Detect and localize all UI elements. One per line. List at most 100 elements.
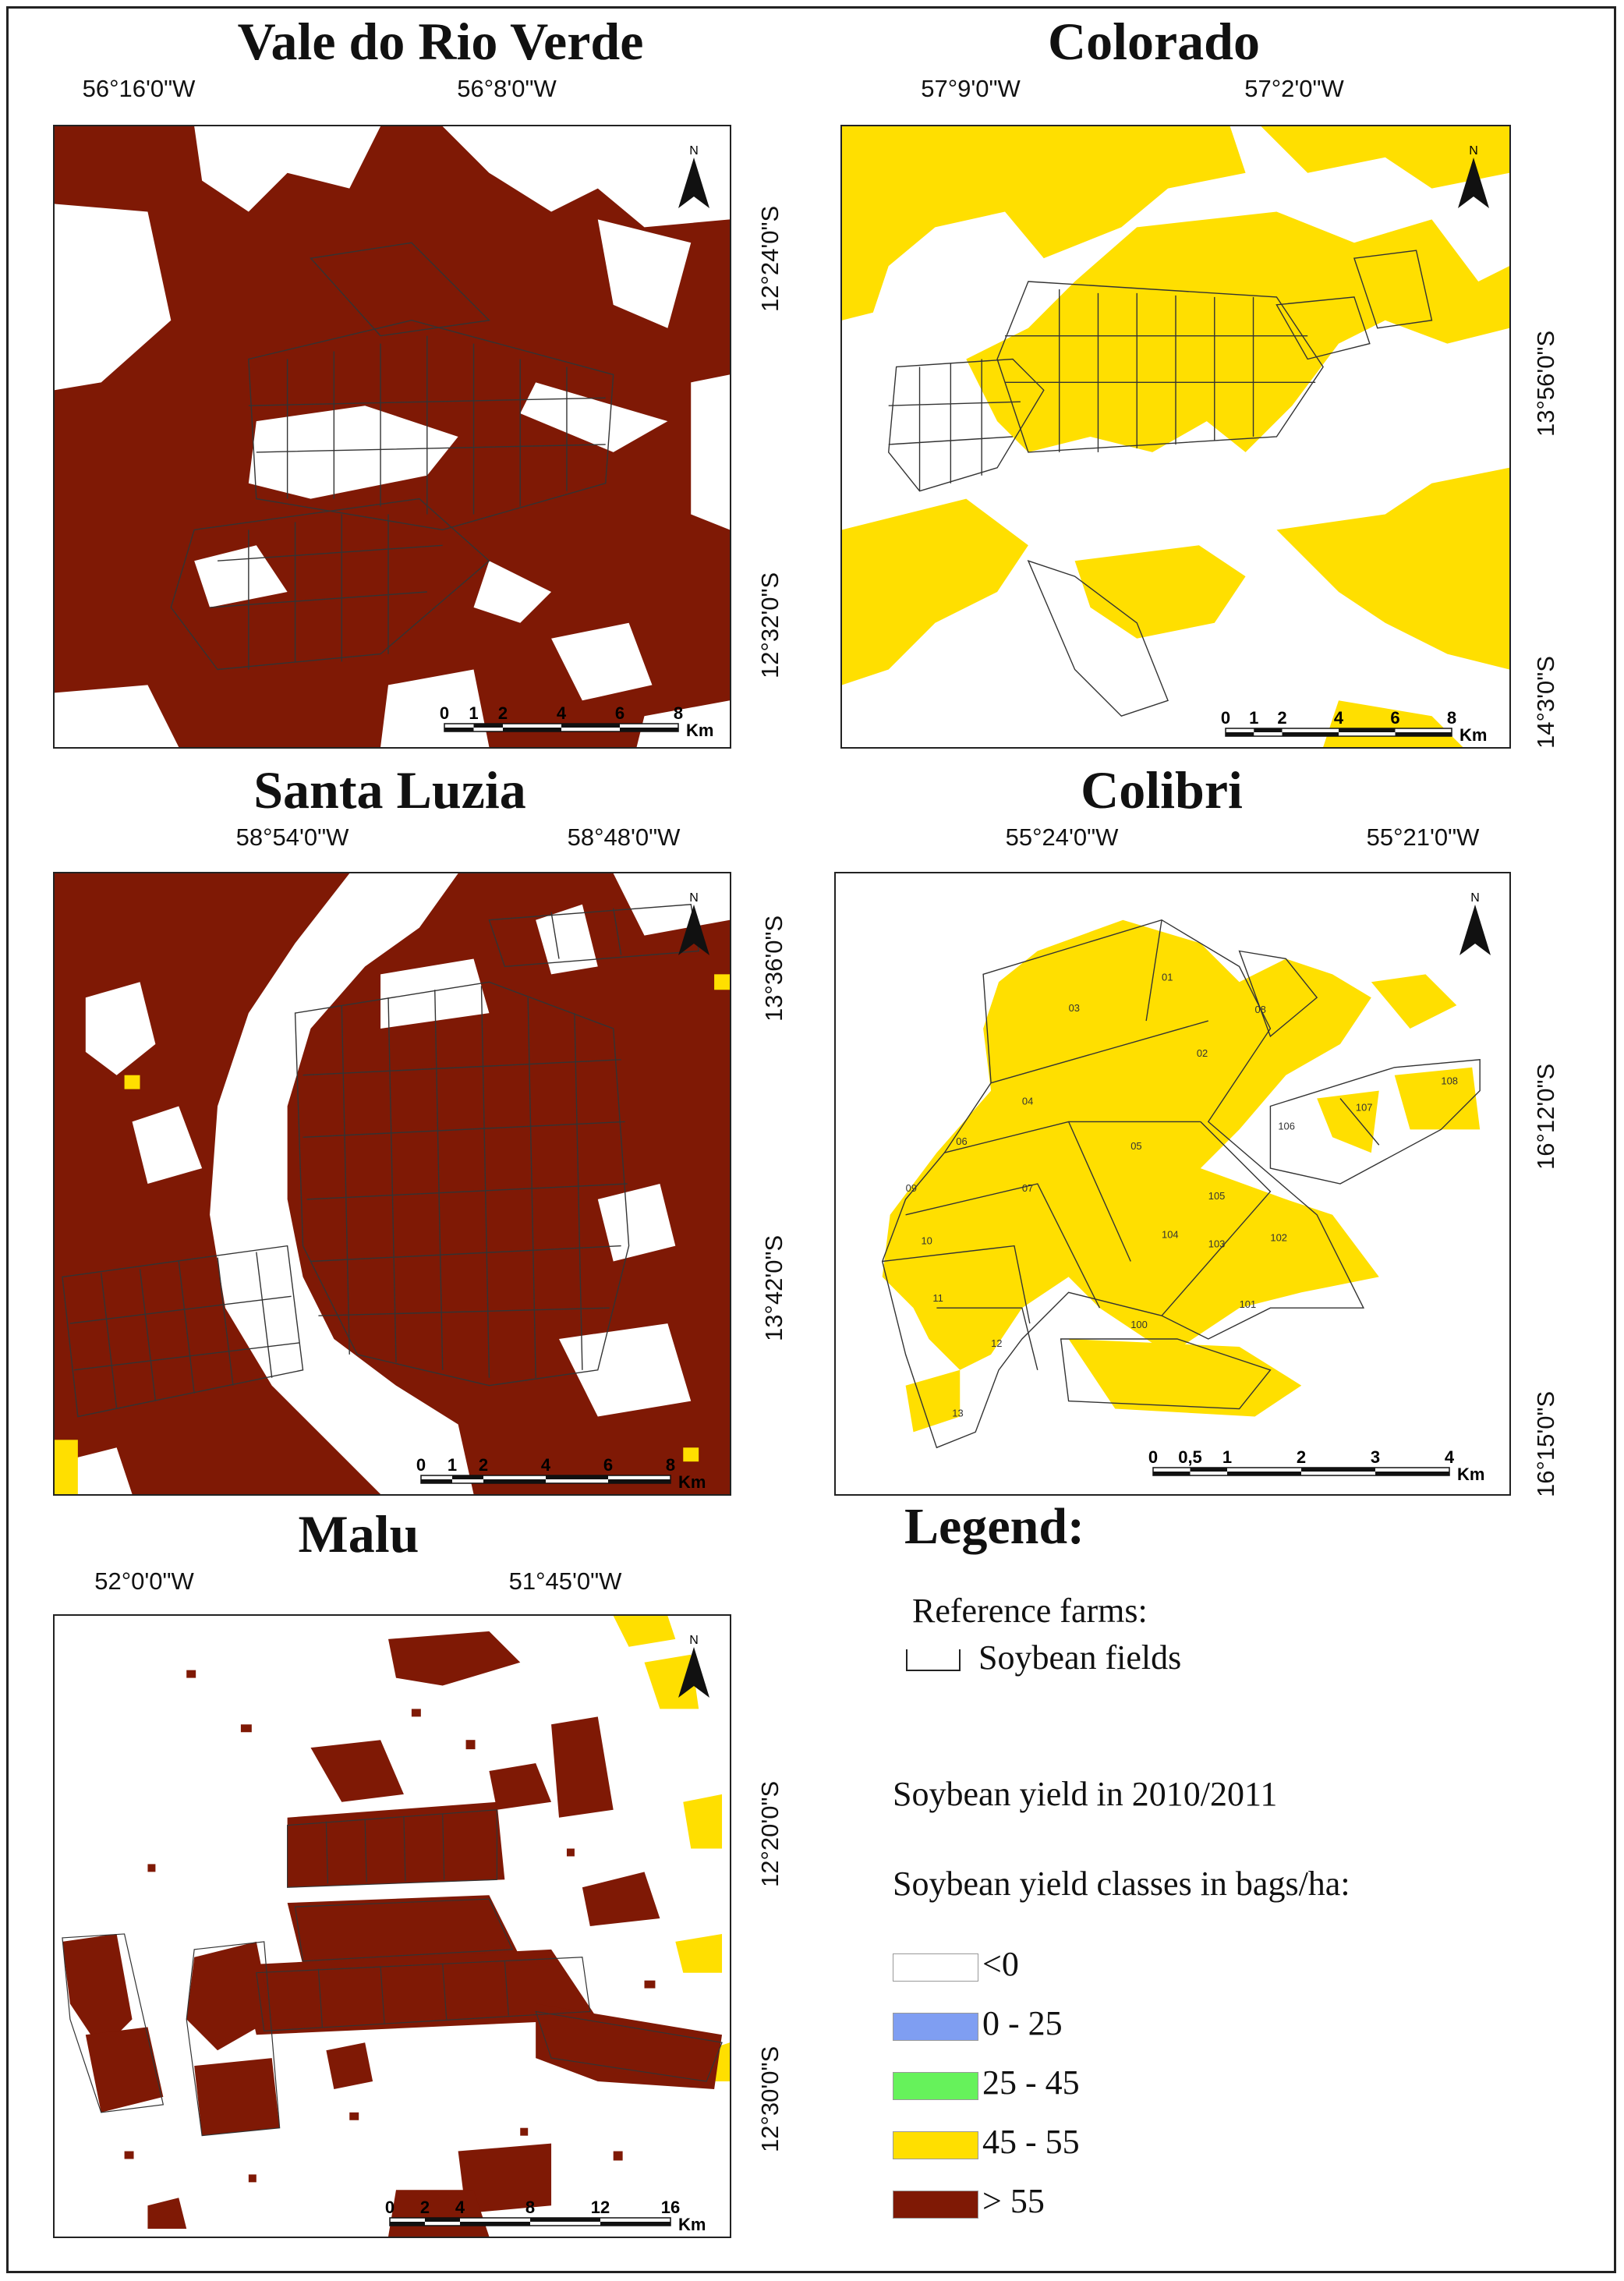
scale-bar-label: 8: [525, 2198, 535, 2217]
latitude-label: 12°30'0"S: [756, 2045, 784, 2152]
longitude-label: 57°9'0"W: [921, 75, 1021, 102]
svg-text:N: N: [689, 891, 699, 905]
svg-text:108: 108: [1441, 1075, 1458, 1087]
yield-map: [842, 126, 1509, 747]
no-data-areas: [55, 873, 730, 1494]
scattered-pixels: [124, 1670, 656, 2183]
scale-bar: 0 1 2 4 6 8 Km: [412, 1443, 724, 1494]
scale-bar: 0 0,5 1 2 3 4 Km: [1144, 1435, 1502, 1489]
longitude-label: 55°24'0"W: [1005, 823, 1119, 851]
svg-text:05: 05: [1130, 1140, 1141, 1152]
scale-bar-label: 16: [661, 2198, 680, 2217]
longitude-label: 51°45'0"W: [508, 1567, 622, 1595]
reference-farms-heading: Reference farms:: [912, 1592, 1148, 1630]
scale-bar-label: 0: [1148, 1447, 1158, 1467]
scale-bar-label: 1: [448, 1455, 457, 1475]
scale-bar-segment: [1301, 1468, 1375, 1472]
svg-text:10: 10: [921, 1235, 932, 1247]
scale-bar: 0 1 2 4 6 8 Km: [435, 691, 730, 746]
yield-map: [55, 126, 730, 747]
longitude-label: 57°2'0"W: [1244, 75, 1344, 102]
map-area: N 0 2 4 8 12 16 Km: [53, 1614, 731, 2238]
field-outline-swatch: [906, 1649, 961, 1671]
latitude-label: 13°56'0"S: [1532, 330, 1559, 437]
svg-text:04: 04: [1022, 1096, 1033, 1107]
scale-bar-unit: Km: [1457, 1465, 1484, 1484]
scale-bar-segment: [1375, 1472, 1449, 1475]
yield-map: [55, 873, 730, 1494]
soybean-field-outlines: [888, 250, 1433, 717]
scale-bar-segment: [483, 1479, 546, 1483]
svg-text:N: N: [689, 144, 699, 158]
latitude-label: 16°15'0"S: [1532, 1390, 1559, 1497]
north-arrow-icon: N: [1452, 889, 1498, 959]
scale-bar-segment: [460, 2222, 530, 2226]
yield-class-swatch: [893, 2013, 978, 2041]
yield-class-label: > 55: [982, 2182, 1045, 2220]
svg-text:101: 101: [1240, 1298, 1257, 1310]
yield-class-swatch: [893, 2072, 978, 2100]
north-arrow-icon: N: [1450, 142, 1497, 212]
yield-map: [55, 1616, 730, 2237]
scale-bar-segment: [1282, 732, 1339, 736]
yield-classes-heading: Soybean yield classes in bags/ha:: [893, 1865, 1350, 1903]
map-title: Colibri: [1081, 760, 1243, 820]
soybean-field-outlines: [62, 1809, 723, 2137]
scale-bar-label: 2: [1297, 1447, 1306, 1467]
scale-bar-segment: [561, 724, 620, 728]
svg-text:08: 08: [1255, 1004, 1266, 1015]
north-arrow-icon: N: [670, 1631, 717, 1702]
scale-bar-segment: [1226, 732, 1254, 736]
scale-bar-label: 4: [557, 703, 567, 723]
scale-bar-label: 6: [603, 1455, 613, 1475]
scale-bar-label: 2: [479, 1455, 488, 1475]
longitude-label: 52°0'0"W: [94, 1567, 194, 1595]
scale-bar-unit: Km: [1459, 725, 1487, 745]
yield-class-swatch: [893, 2131, 978, 2159]
longitude-label: 58°48'0"W: [567, 823, 681, 851]
svg-text:N: N: [1469, 144, 1478, 158]
scale-bar-label: 2: [420, 2198, 430, 2217]
svg-text:100: 100: [1130, 1319, 1148, 1330]
yield-areas: [842, 126, 1509, 747]
yield-year-label: Soybean yield in 2010/2011: [893, 1775, 1278, 1813]
map-area: N 0 1 2 4 6 8 Km: [53, 125, 731, 749]
svg-text:N: N: [1470, 891, 1480, 905]
scale-bar-label: 8: [674, 703, 683, 723]
svg-text:104: 104: [1162, 1229, 1179, 1241]
svg-text:11: 11: [932, 1292, 943, 1304]
latitude-label: 12°20'0"S: [756, 1780, 784, 1887]
yield-class-label: 25 - 45: [982, 2063, 1080, 2102]
scale-bar-unit: Km: [678, 1472, 706, 1492]
scale-bar-label: 3: [1371, 1447, 1380, 1467]
soybean-field-outlines: [62, 904, 699, 1418]
field-id-labels: 03 01 02 04 06 05 09 07 10 11 12 105 104 103 102 1…: [906, 971, 1458, 1419]
scale-bar-segment: [1254, 728, 1283, 732]
svg-text:102: 102: [1270, 1232, 1287, 1244]
scale-bar-segment: [600, 2222, 670, 2226]
svg-text:N: N: [689, 1634, 699, 1647]
scale-bar-segment: [390, 2222, 425, 2226]
figure-frame: [6, 6, 1616, 2273]
longitude-label: 58°54'0"W: [235, 823, 349, 851]
svg-text:103: 103: [1208, 1238, 1226, 1250]
scale-bar-segment: [452, 1475, 483, 1479]
scale-bar-label: 0: [1221, 708, 1230, 728]
svg-text:12: 12: [991, 1337, 1002, 1349]
map-area: 03 01 02 04 06 05 09 07 10 11 12 105 104 103 102 1…: [834, 872, 1511, 1496]
yield-class-label: 0 - 25: [982, 2004, 1063, 2042]
north-arrow-icon: N: [670, 889, 717, 959]
scale-bar-label: 4: [455, 2198, 465, 2217]
scale-bar-segment: [1190, 1468, 1227, 1472]
longitude-label: 55°21'0"W: [1366, 823, 1480, 851]
yield-areas: [882, 919, 1481, 1433]
latitude-label: 12°24'0"S: [756, 205, 784, 312]
map-title: Colorado: [1048, 12, 1260, 71]
scale-bar-label: 0: [416, 1455, 426, 1475]
scale-bar-label: 4: [1445, 1447, 1455, 1467]
map-title: Vale do Rio Verde: [237, 12, 644, 71]
map-area: N 0 1 2 4 6 8 Km: [53, 872, 731, 1496]
scale-bar-segment: [1395, 732, 1452, 736]
svg-text:03: 03: [1069, 1002, 1080, 1014]
scale-bar-unit: Km: [678, 2215, 706, 2234]
